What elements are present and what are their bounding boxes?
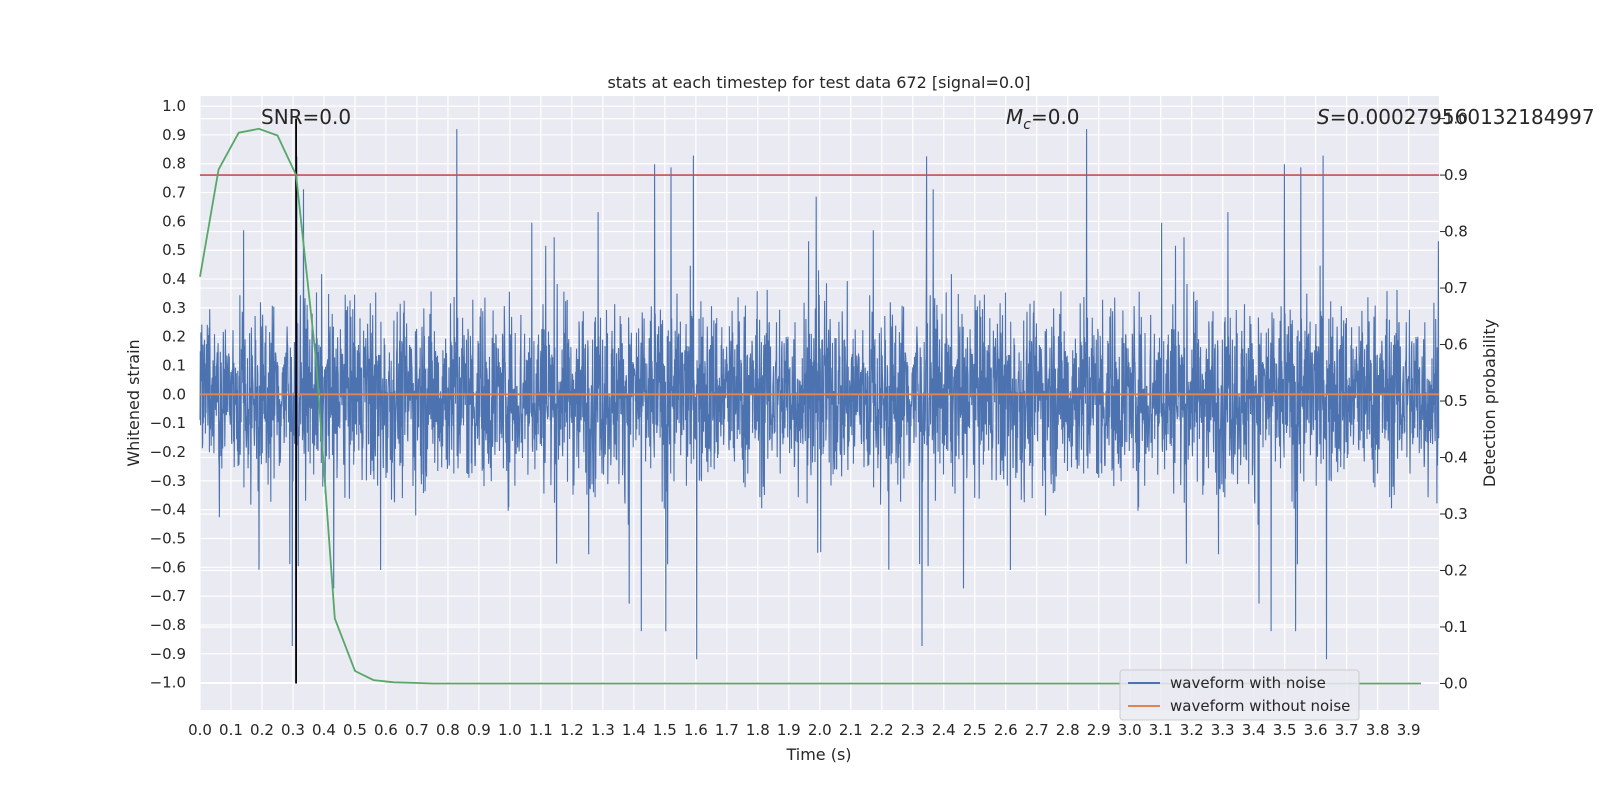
y-left-tick-labels: 1.0 0.9 0.8 0.7 0.6 0.5 0.4 0.3 0.2 0.1 0.0 −0.1 −0.… [150,97,186,692]
x-tick-label: 0.4 [312,721,336,739]
x-tick-label: 1.6 [684,721,708,739]
x-tick-label: 2.6 [994,721,1018,739]
x-tick-label: 3.5 [1273,721,1297,739]
y-left-tick-label: −1.0 [150,674,186,692]
y-right-tick-label: 0.5 [1444,392,1468,410]
x-tick-label: 0.9 [467,721,491,739]
y-left-axis-label: Whitened strain [124,339,143,466]
y-left-tick-label: 0.3 [162,299,186,317]
legend-box [1119,669,1360,721]
x-tick-label: 2.1 [839,721,863,739]
x-tick-label: 1.4 [622,721,646,739]
x-tick-label: 0.2 [250,721,274,739]
x-tick-label: 0.0 [188,721,212,739]
x-tick-label: 2.2 [870,721,894,739]
y-left-tick-label: 0.0 [162,385,186,403]
y-right-tick-label: 0.0 [1444,674,1468,692]
detection-probability-series [199,127,1421,685]
y-right-tick-label: 0.4 [1444,449,1468,467]
x-tick-label: 2.8 [1056,721,1080,739]
x-tick-label: 0.6 [374,721,398,739]
x-tick-label: 1.3 [591,721,615,739]
y-right-tick-label: 0.7 [1444,279,1468,297]
x-tick-label: 1.5 [653,721,677,739]
y-left-tick-label: 0.6 [162,212,186,230]
y-left-tick-label: 0.8 [162,155,186,173]
s-annotation: S=0.000279560132184997 [1317,105,1595,129]
x-tick-label: 3.0 [1118,721,1142,739]
x-tick-label: 1.2 [560,721,584,739]
y-left-tick-label: −0.5 [150,529,186,547]
y-left-tick-label: −0.7 [150,587,186,605]
y-left-tick-label: 0.1 [162,357,186,375]
x-tick-label: 3.9 [1397,721,1421,739]
y-left-tick-label: −0.3 [150,472,186,490]
y-left-tick-label: 0.2 [162,328,186,346]
waveform-with-noise-series [199,129,1440,660]
x-tick-label: 2.5 [963,721,987,739]
y-right-axis-label: Detection probability [1480,319,1499,487]
y-right-tick-label: 0.2 [1444,561,1468,579]
chirp-mass-annotation: Mc=0.0 [1006,105,1080,133]
y-left-tick-label: 0.5 [162,241,186,259]
x-tick-label: 1.1 [529,721,553,739]
x-tick-label: 1.7 [715,721,739,739]
x-tick-label: 1.8 [746,721,770,739]
snr-annotation: SNR=0.0 [261,105,351,129]
y-left-tick-label: −0.2 [150,443,186,461]
y-left-tick-label: −0.6 [150,558,186,576]
y-left-tick-label: −0.8 [150,616,186,634]
x-tick-label: 3.6 [1304,721,1328,739]
x-axis-label: Time (s) [785,745,851,764]
x-tick-label: 0.7 [405,721,429,739]
x-tick-label: 1.9 [777,721,801,739]
y-right-tick-label: 1.0 [1444,110,1468,128]
y-right-tick-label: 0.3 [1444,505,1468,523]
y-left-tick-label: 1.0 [162,97,186,115]
x-tick-label: 3.1 [1149,721,1173,739]
x-tick-labels: 0.0 0.1 0.2 0.3 0.4 0.5 0.6 0.7 0.8 0.9 1.0 1.1 1.2 1… [188,721,1420,739]
x-tick-label: 3.4 [1242,721,1266,739]
x-tick-label: 2.0 [808,721,832,739]
x-tick-label: 2.9 [1087,721,1111,739]
y-left-tick-label: −0.4 [150,501,186,519]
y-left-tick-label: −0.1 [150,414,186,432]
s-value: =0.000279560132184997 [1330,105,1595,129]
x-tick-label: 3.3 [1211,721,1235,739]
x-tick-label: 3.2 [1180,721,1204,739]
x-tick-label: 2.4 [932,721,956,739]
y-right-tick-label: 0.9 [1444,166,1468,184]
x-tick-label: 2.3 [901,721,925,739]
y-right-tick-label: 0.8 [1444,223,1468,241]
legend: waveform with noise waveform without noi… [1119,669,1360,721]
x-tick-label: 0.3 [281,721,305,739]
y-right-tick-label: 0.1 [1444,618,1468,636]
x-tick-label: 1.0 [498,721,522,739]
s-symbol: S [1317,105,1330,129]
x-tick-label: 0.1 [219,721,243,739]
y-left-tick-label: 0.4 [162,270,186,288]
chirp-mass-symbol: M [1006,105,1023,129]
y-left-tick-label: −0.9 [150,645,186,663]
legend-label-clean: waveform without noise [1170,697,1350,715]
x-tick-label: 2.7 [1025,721,1049,739]
x-tick-label: 0.5 [343,721,367,739]
chart-title: stats at each timestep for test data 672… [607,73,1030,92]
y-right-tick-labels: 1.0 0.9 0.8 0.7 0.6 0.5 0.4 0.3 0.2 0.1 0.0 [1444,110,1468,693]
x-tick-label: 3.7 [1335,721,1359,739]
y-left-tick-label: 0.7 [162,184,186,202]
x-tick-label: 0.8 [436,721,460,739]
legend-label-noise: waveform with noise [1170,674,1326,692]
chirp-mass-value: =0.0 [1031,105,1080,129]
y-left-tick-label: 0.9 [162,126,186,144]
chirp-mass-subscript: c [1023,117,1031,133]
x-tick-label: 3.8 [1366,721,1390,739]
y-right-tick-label: 0.6 [1444,336,1468,354]
